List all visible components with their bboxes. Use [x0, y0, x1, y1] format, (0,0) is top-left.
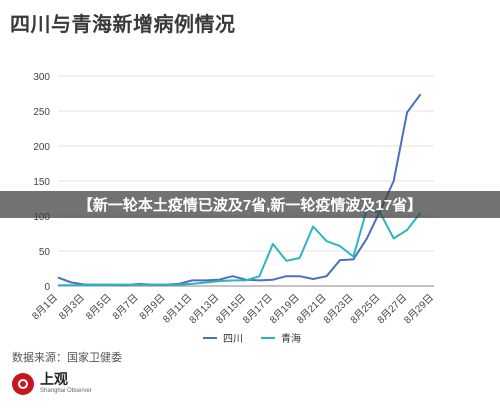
legend: 四川 青海: [203, 332, 301, 345]
y-tick-label: 150: [33, 177, 50, 188]
x-tick-label: 8月29日: [402, 292, 436, 326]
legend-label: 青海: [281, 332, 301, 345]
news-banner: 【新一轮本土疫情已波及7省,新一轮疫情波及17省】: [0, 191, 500, 218]
x-tick-label: 8月5日: [83, 292, 113, 322]
y-tick-label: 0: [44, 282, 50, 293]
y-tick-label: 300: [33, 72, 50, 83]
y-axis-ticks: 050100150200250300: [33, 72, 50, 293]
logo-icon: [12, 372, 34, 395]
y-tick-label: 50: [39, 247, 51, 258]
legend-label: 四川: [223, 334, 243, 345]
banner-text: 【新一轮本土疫情已波及7省,新一轮疫情波及17省】: [77, 197, 423, 214]
logo-name-en: Shanghai Observer: [40, 388, 92, 394]
gridlines: [58, 75, 434, 287]
logo-name-cn: 上观: [40, 371, 68, 387]
series-line-青海: [58, 208, 422, 287]
data-source: 数据来源：国家卫健委: [12, 352, 122, 364]
y-tick-label: 200: [33, 142, 50, 153]
publisher-logo: 上观 Shanghai Observer: [12, 372, 92, 395]
series-lines: [57, 93, 422, 287]
x-axis-ticks: 8月1日8月3日8月5日8月7日8月9日8月11日8月13日8月15日8月17日…: [30, 292, 436, 326]
x-tick-label: 8月3日: [56, 292, 86, 322]
series-line-四川: [57, 93, 422, 287]
x-tick-label: 8月1日: [30, 292, 60, 322]
chart-title: 四川与青海新增病例情况: [10, 14, 236, 36]
y-tick-label: 250: [33, 107, 50, 118]
line-chart: 050100150200250300 8月1日8月3日8月5日8月7日8月9日8…: [30, 72, 436, 345]
x-tick-label: 8月7日: [110, 292, 140, 322]
